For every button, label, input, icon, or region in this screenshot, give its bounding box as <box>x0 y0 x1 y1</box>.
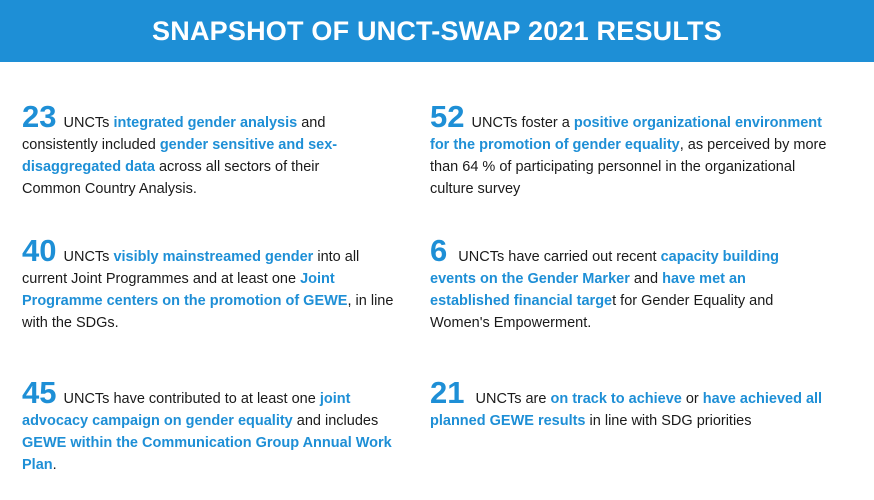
stat-text: t for Gender Equality and Women's Empowe… <box>430 293 774 331</box>
stat-text: , in line with the SDGs. <box>22 293 394 331</box>
stat-text: or <box>681 391 703 407</box>
stat-highlight: positive organizational environment for … <box>430 115 822 153</box>
stat-block-integrated-gender-analysis: 23 UNCTs integrated gender analysis and … <box>22 101 372 200</box>
stat-text: in line with SDG priorities <box>585 413 752 429</box>
stat-text: and includes <box>292 413 379 429</box>
stat-text: UNCTs are <box>467 391 551 407</box>
stat-text: and consistently included <box>22 115 326 153</box>
stat-number: 40 <box>22 233 57 268</box>
stat-block-organizational-environment: 52 UNCTs foster a positive organizationa… <box>430 101 830 200</box>
stat-number: 45 <box>22 375 57 410</box>
stat-block-gewe-results: 21 UNCTs are on track to achieve or have… <box>430 377 830 432</box>
stat-number: 6 <box>430 233 448 268</box>
stat-block-mainstreamed-gender: 40 UNCTs visibly mainstreamed gender int… <box>22 235 402 334</box>
stat-highlight: gender sensitive and sex-disaggregated d… <box>22 137 338 175</box>
page-title: SNAPSHOT OF UNCT-SWAP 2021 RESULTS <box>152 15 722 46</box>
stat-text: UNCTs <box>59 249 114 265</box>
stat-number: 23 <box>22 99 57 134</box>
stat-highlight: integrated gender analysis <box>113 115 298 131</box>
stat-text: across all sectors of their Common Count… <box>22 159 320 197</box>
stat-highlight: joint advocacy campaign on gender equali… <box>22 391 351 429</box>
stat-text: , as perceived by more than 64 % of part… <box>430 137 827 197</box>
stat-text: UNCTs have contributed to at least one <box>59 391 320 407</box>
stat-block-capacity-building: 6 UNCTs have carried out recent capacity… <box>430 235 820 334</box>
stat-highlight: GEWE within the Communication Group Annu… <box>22 435 392 473</box>
title-banner: SNAPSHOT OF UNCT-SWAP 2021 RESULTS <box>0 0 874 62</box>
stat-number: 52 <box>430 99 465 134</box>
stat-highlight: have achieved all planned GEWE results <box>430 391 823 429</box>
stat-number: 21 <box>430 375 465 410</box>
stat-text: UNCTs <box>59 115 114 131</box>
stat-block-advocacy-campaign: 45 UNCTs have contributed to at least on… <box>22 377 402 476</box>
stat-text: . <box>52 457 57 473</box>
stat-highlight: capacity building events on the Gender M… <box>430 249 780 287</box>
stat-text: UNCTs foster a <box>467 115 574 131</box>
stat-highlight: have met an established financial targe <box>430 271 746 309</box>
stat-highlight: visibly mainstreamed gender <box>113 249 314 265</box>
stat-highlight: on track to achieve <box>550 391 682 407</box>
stat-text: and <box>629 271 663 287</box>
stat-text: into all current Joint Programmes and at… <box>22 249 360 287</box>
stat-highlight: Joint Programme centers on the promotion… <box>22 271 348 309</box>
stat-text: UNCTs have carried out recent <box>450 249 661 265</box>
